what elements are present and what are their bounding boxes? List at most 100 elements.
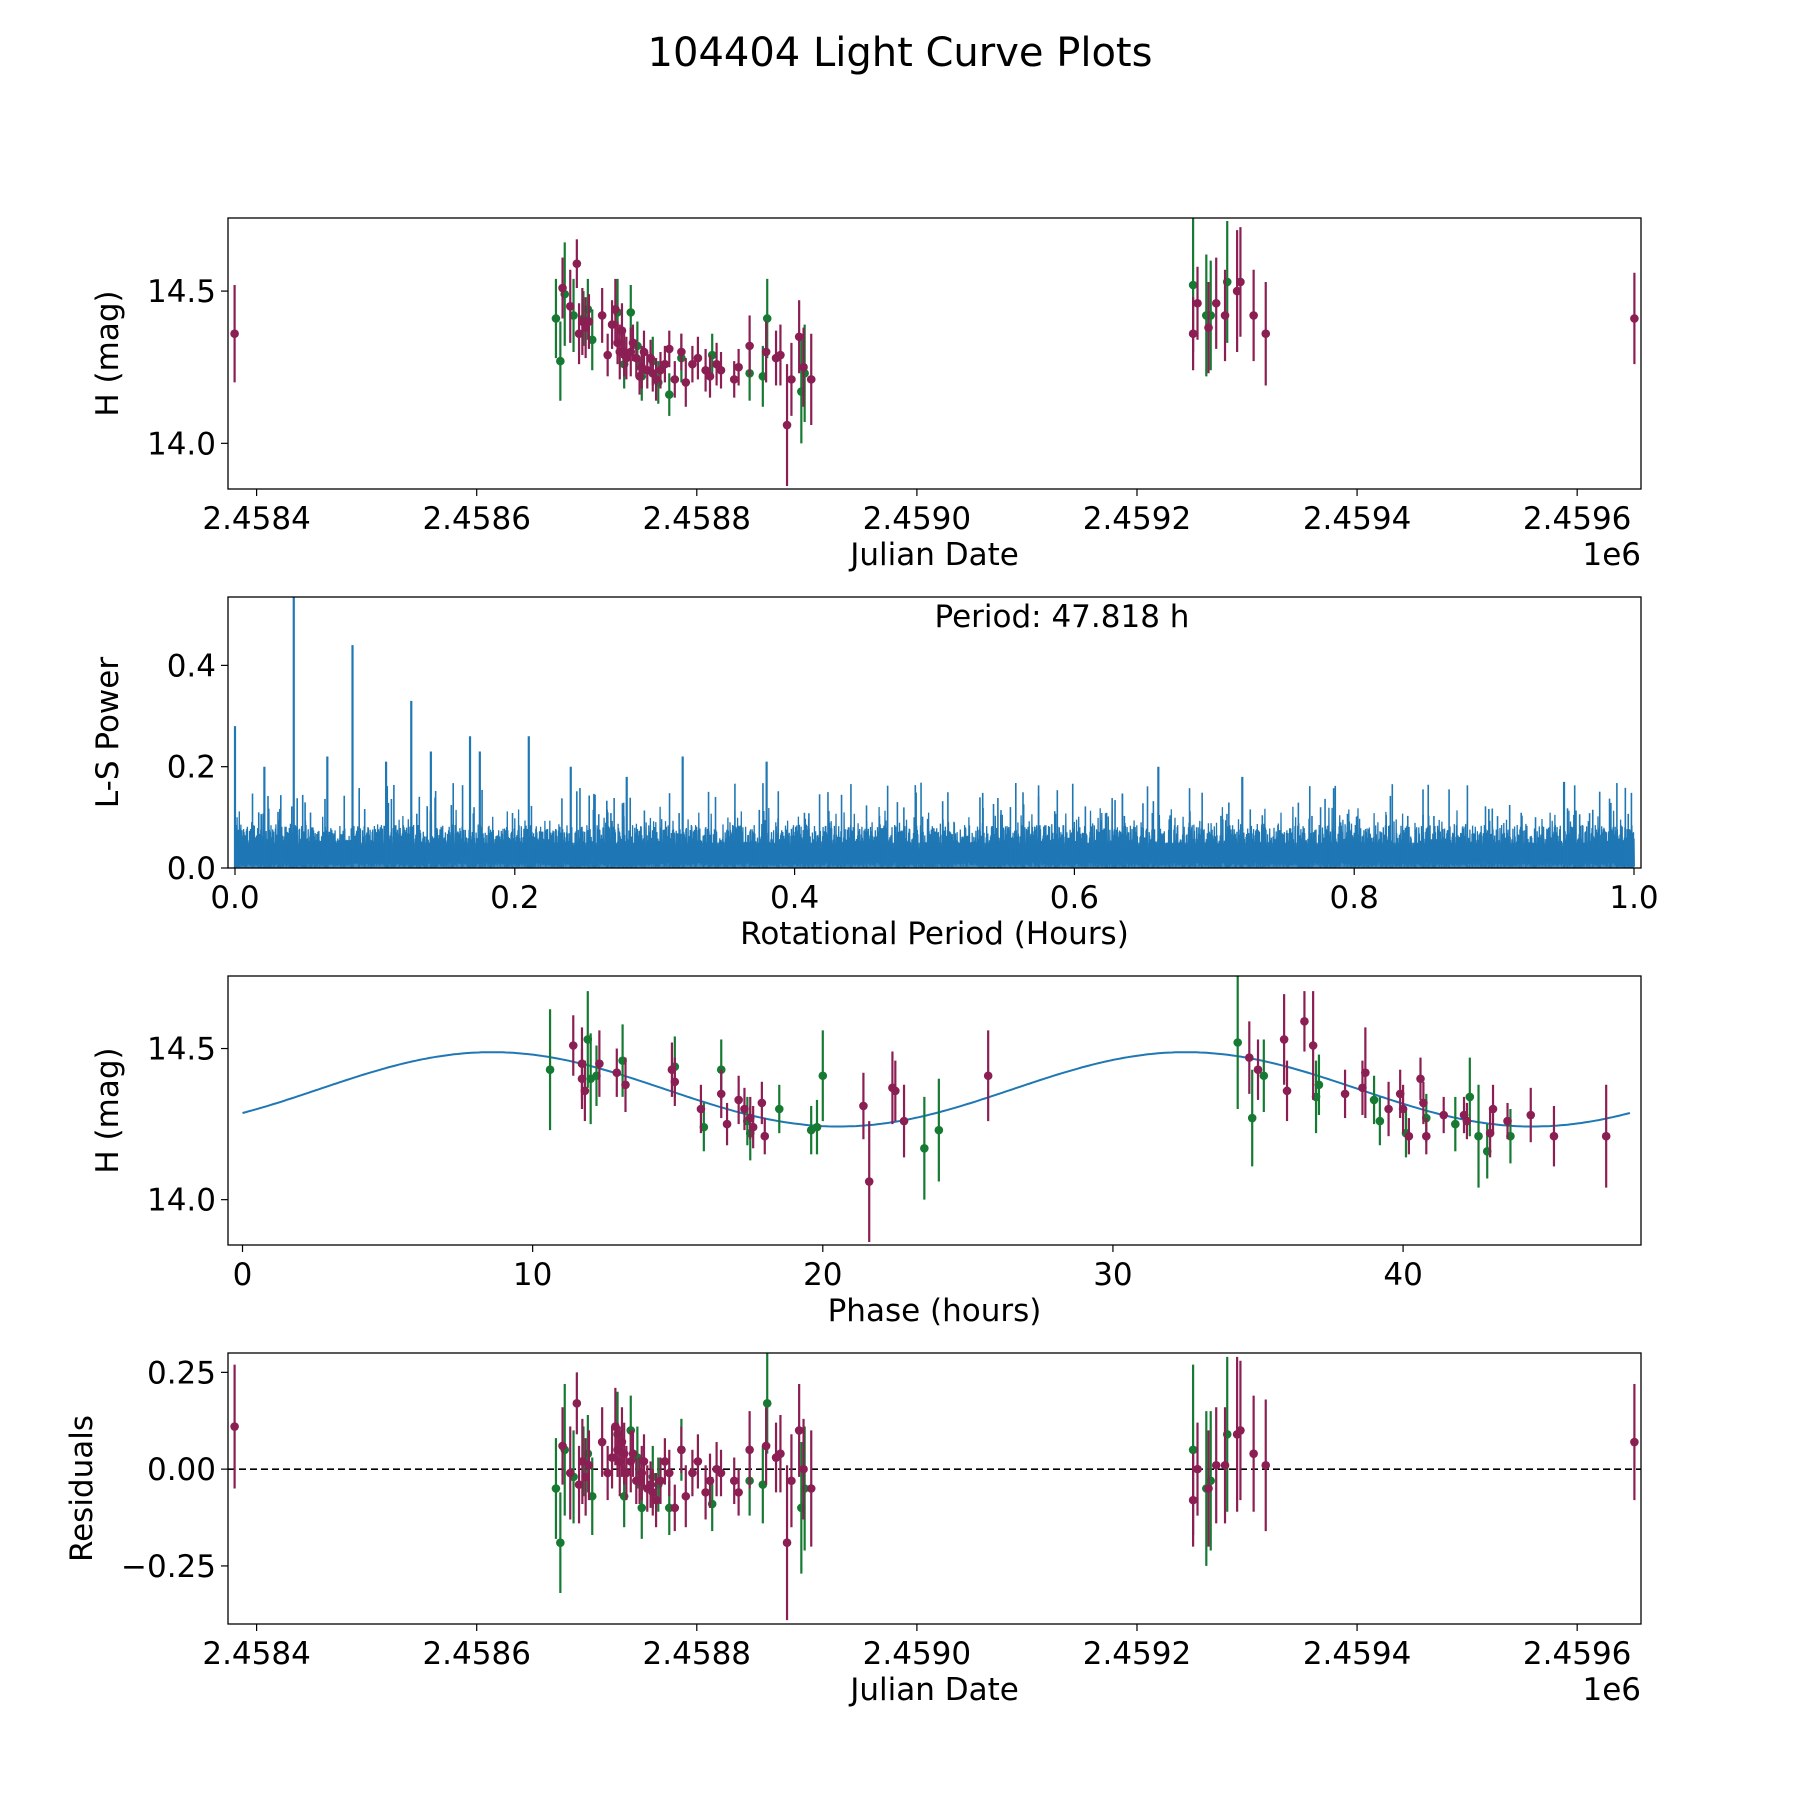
x-tick-label: 2.4594 (1303, 501, 1411, 537)
y-tick-label: 14.5 (147, 1032, 216, 1068)
magenta-observation-point (1340, 1089, 1350, 1099)
green-observation-point (545, 1065, 555, 1074)
magenta-observation-point (581, 1472, 590, 1482)
x-tick-label: 2.4586 (422, 1636, 530, 1672)
magenta-observation-point (734, 362, 743, 372)
green-observation-point (664, 390, 674, 399)
magenta-observation-point (664, 344, 674, 354)
plot-area (230, 218, 1639, 486)
y-axis-label: H (mag) (90, 1047, 126, 1173)
magenta-observation-point (677, 347, 686, 357)
magenta-observation-point (864, 1177, 874, 1186)
green-observation-point (1451, 1119, 1460, 1129)
green-observation-point (556, 1538, 565, 1547)
figure-title: 104404 Light Curve Plots (648, 30, 1153, 76)
magenta-observation-point (651, 375, 661, 384)
x-axis-label: Phase (hours) (828, 1293, 1042, 1329)
magenta-observation-point (584, 317, 594, 326)
magenta-observation-point (597, 311, 607, 320)
magenta-observation-point (794, 332, 804, 342)
axes-frame (227, 975, 1642, 1246)
magenta-observation-point (670, 1077, 680, 1087)
magenta-observation-point (716, 365, 726, 375)
x-offset-label: 1e6 (1582, 537, 1641, 573)
magenta-observation-point (1249, 1449, 1258, 1458)
magenta-observation-point (1261, 329, 1271, 339)
magenta-observation-point (595, 1059, 604, 1068)
magenta-observation-point (745, 1445, 754, 1455)
x-tick-label: 1.0 (1609, 880, 1658, 916)
y-tick-label: 0.25 (147, 1355, 216, 1391)
axes-frame (227, 1352, 1642, 1625)
magenta-observation-point (1193, 1464, 1202, 1474)
magenta-observation-point (603, 350, 612, 360)
green-observation-point (551, 314, 561, 323)
magenta-observation-point (584, 1460, 594, 1470)
magenta-observation-point (681, 1491, 691, 1501)
ls-power-band (234, 842, 1635, 868)
magenta-observation-point (1416, 1074, 1425, 1084)
green-observation-point (762, 314, 772, 323)
green-observation-point (1314, 1080, 1324, 1090)
green-observation-point (758, 372, 768, 381)
x-tick-label: 10 (513, 1257, 552, 1293)
magenta-observation-point (1211, 1460, 1221, 1470)
magenta-observation-point (799, 362, 808, 372)
magenta-observation-point (1245, 1053, 1254, 1062)
axes-frame (227, 217, 1642, 490)
magenta-observation-point (622, 353, 631, 363)
magenta-observation-point (572, 1399, 582, 1408)
x-tick-label: 2.4590 (863, 1636, 971, 1672)
x-tick-label: 2.4584 (202, 1636, 310, 1672)
magenta-observation-point (734, 1095, 743, 1105)
magenta-observation-point (794, 1426, 804, 1435)
magenta-observation-point (1232, 286, 1242, 296)
magenta-observation-point (574, 329, 584, 339)
magenta-observation-point (565, 302, 575, 311)
magenta-observation-point (806, 1484, 816, 1493)
x-tick-label: 2.4584 (202, 501, 310, 537)
magenta-observation-point (574, 1480, 584, 1489)
x-axis-label: Rotational Period (Hours) (740, 916, 1129, 952)
magenta-observation-point (1308, 1041, 1318, 1050)
x-tick-label: 2.4594 (1303, 1636, 1411, 1672)
magenta-observation-point (631, 353, 641, 363)
green-observation-point (934, 1125, 944, 1135)
magenta-observation-point (757, 1098, 767, 1108)
green-observation-point (1375, 1116, 1385, 1126)
magenta-observation-point (1630, 314, 1639, 323)
y-axis-label: Residuals (64, 1415, 100, 1562)
magenta-observation-point (782, 420, 792, 430)
magenta-observation-point (722, 1119, 732, 1129)
magenta-observation-point (701, 365, 710, 375)
y-tick-label: 0.00 (147, 1452, 216, 1488)
green-observation-point (1188, 280, 1198, 290)
green-observation-point (1247, 1113, 1257, 1123)
magenta-observation-point (1300, 1017, 1309, 1026)
x-tick-label: 20 (803, 1257, 842, 1293)
x-tick-label: 40 (1383, 1257, 1422, 1293)
green-observation-point (637, 1503, 647, 1513)
x-tick-label: 2.4592 (1083, 1636, 1191, 1672)
magenta-observation-point (705, 1476, 715, 1486)
magenta-observation-point (603, 1468, 612, 1478)
magenta-observation-point (745, 341, 754, 351)
x-axis-label: Julian Date (848, 1672, 1019, 1708)
magenta-observation-point (1204, 1484, 1213, 1493)
x-tick-label: 0.2 (490, 880, 539, 916)
magenta-observation-point (1220, 311, 1230, 320)
magenta-observation-point (681, 378, 691, 387)
magenta-observation-point (1282, 1086, 1292, 1096)
magenta-observation-point (782, 1538, 792, 1547)
magenta-observation-point (656, 365, 665, 375)
magenta-observation-point (734, 1488, 743, 1497)
magenta-observation-point (761, 1441, 771, 1451)
axes-frame (227, 596, 1642, 869)
magenta-observation-point (696, 1104, 706, 1114)
magenta-observation-point (639, 347, 649, 357)
magenta-observation-point (1462, 1116, 1472, 1126)
magenta-observation-point (729, 375, 739, 384)
panel-raw-light-curve: 2.4584 2.4586 2.4588 2.4590 2.4592 2.4594 2.45… (90, 217, 1642, 573)
